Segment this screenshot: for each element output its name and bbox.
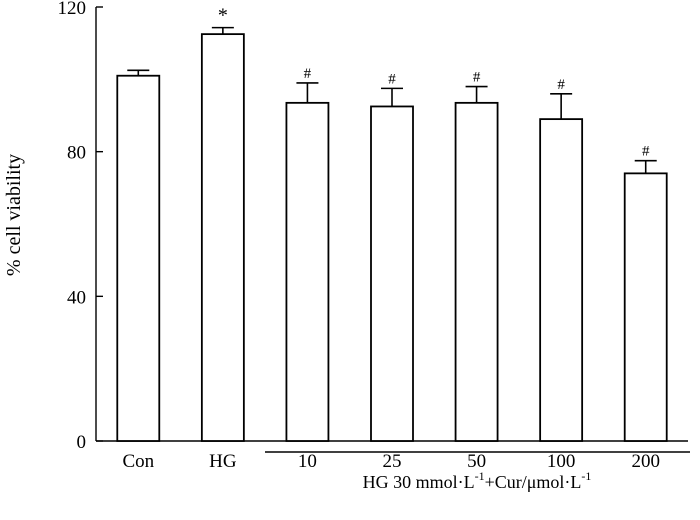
y-tick-label-120: 120 (58, 0, 87, 19)
bar-10 (285, 101, 330, 442)
y-tick-label-40: 40 (67, 287, 86, 308)
x-tick-label-hg: HG (209, 451, 237, 472)
x-tick-label-con: Con (122, 451, 154, 472)
group-label-sup-1: -1 (475, 469, 485, 483)
bar-200 (623, 172, 668, 442)
group-label: HG 30 mmol·L-1+Cur/μmol·L-1 (363, 469, 592, 492)
y-tick-label-80: 80 (67, 143, 86, 164)
bar-50 (454, 101, 499, 442)
significance-10: # (304, 66, 312, 82)
significance-100: # (557, 77, 565, 93)
x-tick-label-10: 10 (298, 451, 317, 472)
x-tick-label-25: 25 (383, 451, 402, 472)
significance-hg: * (218, 5, 228, 27)
x-tick-label-200: 200 (631, 451, 660, 472)
x-tick-label-100: 100 (547, 451, 576, 472)
significance-200: # (642, 144, 650, 160)
bar-con (116, 74, 161, 442)
significance-50: # (473, 70, 481, 86)
group-label-sup-2: -1 (581, 469, 591, 483)
group-label-part-2: +Cur/μmol·L (485, 472, 582, 492)
y-axis-label: % cell viability (3, 154, 25, 276)
bar-25 (370, 105, 414, 442)
bar-100 (539, 118, 584, 442)
group-label-part-1: HG 30 mmol·L (363, 472, 475, 492)
significance-25: # (388, 71, 396, 87)
plot-area: 0 40 80 120 Con * HG #10 #25 #50 #100 #200 (58, 0, 688, 472)
bar-hg (200, 33, 245, 442)
x-tick-label-50: 50 (467, 451, 486, 472)
y-tick-label-0: 0 (77, 432, 87, 453)
